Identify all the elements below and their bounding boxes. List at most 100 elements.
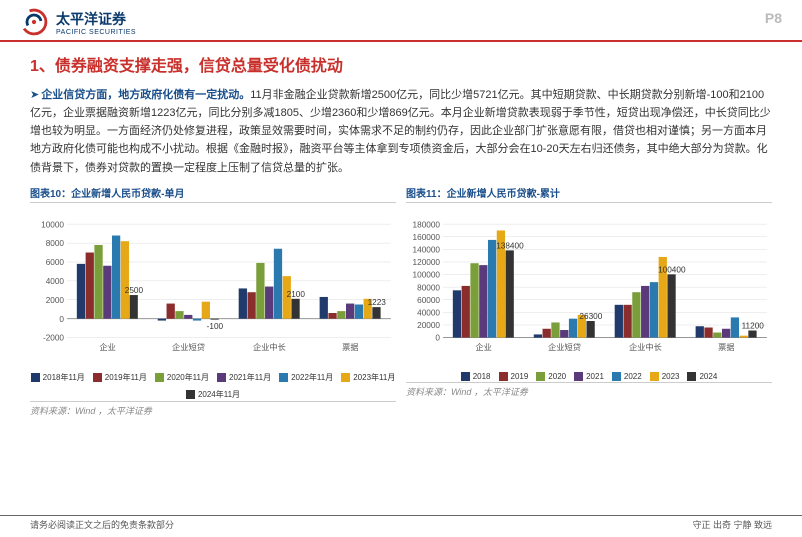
svg-text:票据: 票据 [718, 342, 734, 352]
legend-swatch [574, 372, 583, 381]
svg-text:4000: 4000 [46, 277, 65, 286]
svg-text:2500: 2500 [125, 286, 144, 295]
legend-item: 2018年11月 [31, 372, 85, 383]
legend-swatch [612, 372, 621, 381]
svg-text:80000: 80000 [417, 283, 440, 292]
legend-swatch [341, 373, 350, 382]
svg-text:40000: 40000 [417, 308, 440, 317]
legend-swatch [650, 372, 659, 381]
svg-text:8000: 8000 [46, 239, 65, 248]
svg-text:138400: 138400 [496, 241, 524, 250]
legend-swatch [186, 390, 195, 399]
svg-text:企业: 企业 [99, 342, 115, 352]
legend-label: 2023 [662, 372, 680, 381]
svg-text:企业短贷: 企业短贷 [548, 342, 581, 352]
chart-left: 图表10：企业新增人民币贷款-单月 -2000 0 2000 4000 6000 8000… [30, 185, 396, 417]
section-title-row: 1、债券融资支撑走强，信贷总量受化债扰动 [0, 42, 802, 82]
svg-text:26300: 26300 [579, 312, 602, 321]
legend-item: 2018 [461, 372, 491, 381]
legend-swatch [687, 372, 696, 381]
legend-item: 2020 [536, 372, 566, 381]
page-number: P8 [765, 10, 782, 26]
legend-label: 2020 [548, 372, 566, 381]
footer-right: 守正 出奇 宁静 致远 [692, 518, 772, 531]
charts-row: 图表10：企业新增人民币贷款-单月 -2000 0 2000 4000 6000 8000… [0, 185, 802, 417]
chart-left-canvas: -2000 0 2000 4000 6000 8000 10000 企业 企业短贷 企业中长 票据 2… [30, 205, 396, 365]
legend-swatch [279, 373, 288, 382]
svg-text:0: 0 [59, 314, 64, 323]
legend-swatch [536, 372, 545, 381]
section-title: 1、债券融资支撑走强，信贷总量受化债扰动 [30, 52, 772, 76]
chart-left-source: 资料来源：Wind ，太平洋证券 [30, 401, 396, 417]
brand-logo-icon [20, 8, 48, 36]
svg-text:票据: 票据 [342, 342, 358, 352]
legend-swatch [461, 372, 470, 381]
brand-text: 太平洋证券 PACIFIC SECURITIES [56, 9, 136, 36]
legend-label: 2018 [473, 372, 491, 381]
svg-text:120000: 120000 [413, 258, 441, 267]
brand-name-en: PACIFIC SECURITIES [56, 29, 136, 36]
legend-swatch [499, 372, 508, 381]
svg-text:-100: -100 [207, 322, 224, 331]
legend-swatch [217, 373, 226, 382]
legend-label: 2024年11月 [198, 389, 240, 400]
svg-text:100000: 100000 [413, 270, 441, 279]
legend-label: 2021年11月 [229, 372, 271, 383]
legend-item: 2019 [499, 372, 529, 381]
svg-text:企业: 企业 [475, 342, 491, 352]
legend-swatch [31, 373, 40, 382]
svg-text:企业中长: 企业中长 [253, 342, 286, 352]
legend-label: 2019 [511, 372, 529, 381]
legend-label: 2018年11月 [43, 372, 85, 383]
legend-swatch [93, 373, 102, 382]
chart-right-source: 资料来源：Wind ，太平洋证券 [406, 382, 772, 398]
bullet-arrow-icon: ➤ [30, 89, 39, 101]
svg-text:1223: 1223 [368, 298, 387, 307]
header: 太平洋证券 PACIFIC SECURITIES P8 [0, 0, 802, 42]
legend-item: 2019年11月 [93, 372, 147, 383]
chart-right: 图表11：企业新增人民币贷款-累计 0 20000 40000 60000 80000 1… [406, 185, 772, 417]
brand-name-cn: 太平洋证券 [56, 9, 136, 29]
legend-label: 2020年11月 [167, 372, 209, 383]
svg-text:企业中长: 企业中长 [629, 342, 662, 352]
svg-text:2100: 2100 [287, 289, 306, 298]
legend-label: 2019年11月 [105, 372, 147, 383]
legend-label: 2023年11月 [353, 372, 395, 383]
svg-text:160000: 160000 [413, 233, 441, 242]
legend-item: 2020年11月 [155, 372, 209, 383]
svg-text:180000: 180000 [413, 220, 441, 229]
footer-left: 请务必阅读正文之后的免责条款部分 [30, 518, 174, 531]
paragraph-body: 11月非金融企业贷款新增2500亿元，同比少增5721亿元。其中短期贷款、中长期… [30, 89, 771, 174]
svg-text:10000: 10000 [41, 220, 64, 229]
svg-text:11200: 11200 [742, 321, 765, 330]
legend-item: 2021 [574, 372, 604, 381]
paragraph-lead: 企业信贷方面，地方政府化债有一定扰动。 [41, 89, 250, 101]
legend-item: 2022年11月 [279, 372, 333, 383]
legend-label: 2022年11月 [291, 372, 333, 383]
svg-text:2000: 2000 [46, 296, 65, 305]
chart-left-title: 图表10：企业新增人民币贷款-单月 [30, 185, 396, 203]
legend-item: 2023年11月 [341, 372, 395, 383]
legend-label: 2024 [699, 372, 717, 381]
body-paragraph: ➤企业信贷方面，地方政府化债有一定扰动。11月非金融企业贷款新增2500亿元，同… [0, 82, 802, 185]
legend-label: 2021 [586, 372, 604, 381]
svg-text:6000: 6000 [46, 258, 65, 267]
legend-swatch [155, 373, 164, 382]
svg-text:60000: 60000 [417, 296, 440, 305]
svg-text:140000: 140000 [413, 245, 441, 254]
svg-text:-2000: -2000 [43, 333, 64, 342]
svg-text:企业短贷: 企业短贷 [172, 342, 205, 352]
chart-right-canvas: 0 20000 40000 60000 80000 100000 120000 140000 1… [406, 205, 772, 365]
chart-right-title: 图表11：企业新增人民币贷款-累计 [406, 185, 772, 203]
chart-right-legend: 2018 2019 2020 2021 2022 2023 2024 [406, 370, 772, 381]
legend-label: 2022 [624, 372, 642, 381]
chart-left-legend: 2018年11月 2019年11月 2020年11月 2021年11月 2022年11月… [30, 370, 396, 400]
svg-text:20000: 20000 [417, 321, 440, 330]
legend-item: 2022 [612, 372, 642, 381]
legend-item: 2023 [650, 372, 680, 381]
svg-text:100400: 100400 [658, 265, 686, 274]
footer: 请务必阅读正文之后的免责条款部分 守正 出奇 宁静 致远 [0, 515, 802, 531]
legend-item: 2024 [687, 372, 717, 381]
legend-item: 2021年11月 [217, 372, 271, 383]
svg-text:0: 0 [435, 333, 440, 342]
